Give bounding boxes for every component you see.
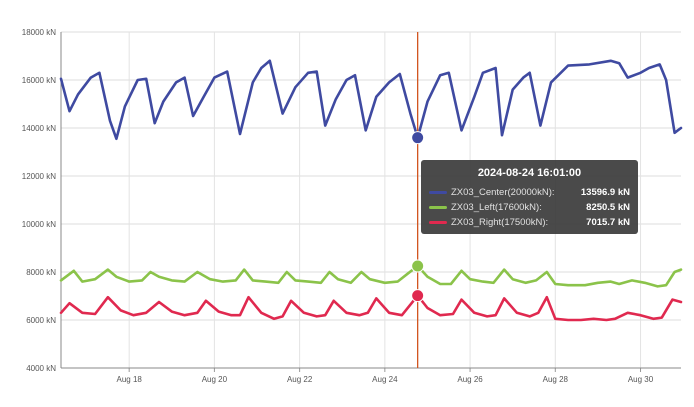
tooltip: 2024-08-24 16:01:00 ZX03_Center(20000kN)… [421, 160, 638, 234]
series-line-1 [59, 264, 683, 288]
y-tick-label: 6000 kN [26, 316, 56, 325]
x-tick-label: Aug 26 [457, 375, 483, 384]
hover-marker-1 [411, 259, 425, 273]
tooltip-series-name: ZX03_Left(17600kN): [451, 202, 542, 213]
y-tick-label: 10000 kN [22, 220, 56, 229]
tooltip-series-value: 13596.9 kN [580, 187, 630, 198]
hover-marker-0 [411, 131, 425, 145]
y-tick-label: 4000 kN [26, 364, 56, 373]
hover-marker-2 [411, 289, 425, 303]
tooltip-series-name: ZX03_Right(17500kN): [451, 217, 549, 228]
y-tick-label: 18000 kN [22, 28, 56, 37]
x-tick-label: Aug 30 [628, 375, 654, 384]
tooltip-series-name: ZX03_Center(20000kN): [451, 187, 555, 198]
y-tick-label: 8000 kN [26, 268, 56, 277]
tooltip-row-left: ZX03_Left(17600kN): 8250.5 kN [429, 200, 630, 215]
series-layer [59, 59, 683, 322]
x-tick-label: Aug 18 [116, 375, 142, 384]
y-tick-label: 16000 kN [22, 76, 56, 85]
legend-swatch-center [429, 191, 447, 194]
x-tick-label: Aug 20 [202, 375, 228, 384]
legend-swatch-left [429, 206, 447, 209]
tooltip-title: 2024-08-24 16:01:00 [477, 167, 582, 179]
y-tick-label: 14000 kN [22, 124, 56, 133]
series-line-0 [59, 59, 683, 141]
axis-layer: 4000 kN 6000 kN 8000 kN 10000 kN 12000 kN 140… [22, 28, 681, 384]
tooltip-row-right: ZX03_Right(17500kN): 7015.7 kN [429, 215, 630, 230]
x-tick-label: Aug 24 [372, 375, 398, 384]
legend-swatch-right [429, 221, 447, 224]
x-tick-label: Aug 28 [543, 375, 569, 384]
y-tick-label: 12000 kN [22, 172, 56, 181]
crosshair-layer [411, 32, 425, 368]
x-tick-label: Aug 22 [287, 375, 313, 384]
tooltip-series-value: 7015.7 kN [586, 217, 630, 228]
tooltip-series-value: 8250.5 kN [586, 202, 630, 213]
tooltip-row-center: ZX03_Center(20000kN): 13596.9 kN [429, 185, 630, 200]
series-line-2 [59, 294, 683, 322]
